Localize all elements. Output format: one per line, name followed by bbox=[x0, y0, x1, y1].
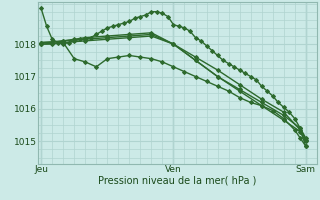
X-axis label: Pression niveau de la mer( hPa ): Pression niveau de la mer( hPa ) bbox=[99, 176, 257, 186]
